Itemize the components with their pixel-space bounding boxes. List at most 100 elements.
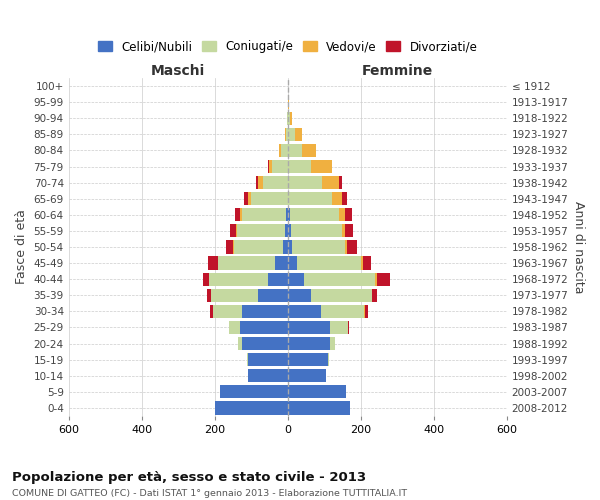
Bar bbox=[346, 224, 353, 237]
Bar bbox=[331, 160, 332, 173]
Text: Femmine: Femmine bbox=[362, 64, 433, 78]
Bar bbox=[236, 224, 238, 237]
Bar bbox=[348, 321, 349, 334]
Bar bbox=[290, 208, 339, 222]
Bar bbox=[259, 176, 263, 189]
Bar bbox=[320, 305, 364, 318]
Bar bbox=[329, 321, 348, 334]
Bar bbox=[290, 224, 342, 237]
Bar bbox=[285, 224, 287, 237]
Bar bbox=[377, 272, 389, 286]
Bar bbox=[347, 240, 358, 254]
Bar bbox=[339, 176, 343, 189]
Bar bbox=[287, 128, 295, 141]
Bar bbox=[272, 160, 287, 173]
Bar bbox=[218, 256, 275, 270]
Bar bbox=[234, 240, 283, 254]
Bar bbox=[203, 272, 209, 286]
Bar bbox=[213, 305, 242, 318]
Bar bbox=[247, 353, 248, 366]
Bar bbox=[287, 176, 322, 189]
Text: COMUNE DI GATTEO (FC) - Dati ISTAT 1° gennaio 2013 - Elaborazione TUTTITALIA.IT: COMUNE DI GATTEO (FC) - Dati ISTAT 1° ge… bbox=[12, 489, 407, 498]
Bar bbox=[365, 305, 368, 318]
Bar bbox=[268, 160, 269, 173]
Bar bbox=[259, 288, 287, 302]
Bar bbox=[287, 240, 292, 254]
Bar bbox=[339, 208, 346, 222]
Bar bbox=[211, 288, 259, 302]
Bar bbox=[242, 305, 287, 318]
Bar bbox=[287, 256, 297, 270]
Bar bbox=[292, 240, 345, 254]
Bar bbox=[235, 208, 240, 222]
Bar bbox=[345, 240, 347, 254]
Bar bbox=[240, 321, 287, 334]
Bar bbox=[342, 192, 347, 205]
Bar bbox=[287, 288, 311, 302]
Bar bbox=[287, 369, 326, 382]
Bar bbox=[287, 160, 311, 173]
Bar bbox=[287, 337, 329, 350]
Bar bbox=[304, 272, 376, 286]
Bar bbox=[256, 176, 259, 189]
Bar bbox=[286, 208, 287, 222]
Bar bbox=[297, 256, 361, 270]
Bar bbox=[290, 112, 292, 125]
Bar bbox=[226, 240, 233, 254]
Bar bbox=[285, 128, 286, 141]
Bar bbox=[244, 192, 248, 205]
Bar bbox=[240, 208, 242, 222]
Bar bbox=[373, 288, 377, 302]
Bar bbox=[229, 321, 240, 334]
Y-axis label: Fasce di età: Fasce di età bbox=[15, 210, 28, 284]
Bar bbox=[283, 240, 287, 254]
Legend: Celibi/Nubili, Coniugati/e, Vedovi/e, Divorziati/e: Celibi/Nubili, Coniugati/e, Vedovi/e, Di… bbox=[94, 36, 481, 56]
Bar bbox=[230, 224, 236, 237]
Bar bbox=[286, 128, 287, 141]
Bar bbox=[342, 224, 346, 237]
Bar bbox=[238, 224, 285, 237]
Bar bbox=[295, 128, 302, 141]
Bar bbox=[311, 288, 371, 302]
Bar bbox=[287, 321, 329, 334]
Bar bbox=[287, 112, 290, 125]
Bar bbox=[287, 385, 346, 398]
Bar bbox=[322, 176, 339, 189]
Bar bbox=[311, 160, 331, 173]
Bar bbox=[331, 192, 342, 205]
Bar bbox=[238, 337, 242, 350]
Bar bbox=[328, 353, 329, 366]
Bar bbox=[287, 224, 290, 237]
Bar bbox=[206, 288, 211, 302]
Bar bbox=[275, 256, 287, 270]
Bar bbox=[287, 353, 328, 366]
Bar bbox=[233, 240, 234, 254]
Bar bbox=[248, 353, 287, 366]
Bar bbox=[361, 256, 362, 270]
Bar bbox=[287, 208, 290, 222]
Bar bbox=[248, 369, 287, 382]
Bar bbox=[302, 144, 316, 157]
Y-axis label: Anni di nascita: Anni di nascita bbox=[572, 200, 585, 293]
Bar bbox=[371, 288, 373, 302]
Bar bbox=[269, 160, 272, 173]
Text: Popolazione per età, sesso e stato civile - 2013: Popolazione per età, sesso e stato civil… bbox=[12, 471, 366, 484]
Bar bbox=[251, 192, 287, 205]
Bar bbox=[268, 272, 287, 286]
Bar bbox=[242, 208, 286, 222]
Bar bbox=[287, 272, 304, 286]
Bar bbox=[287, 305, 320, 318]
Bar bbox=[287, 192, 331, 205]
Bar bbox=[215, 402, 287, 414]
Text: Maschi: Maschi bbox=[151, 64, 205, 78]
Bar bbox=[287, 144, 302, 157]
Bar bbox=[220, 385, 287, 398]
Bar bbox=[210, 305, 213, 318]
Bar bbox=[329, 337, 335, 350]
Bar bbox=[281, 144, 287, 157]
Bar bbox=[287, 96, 289, 108]
Bar bbox=[242, 337, 287, 350]
Bar bbox=[362, 256, 371, 270]
Bar bbox=[279, 144, 281, 157]
Bar bbox=[208, 256, 218, 270]
